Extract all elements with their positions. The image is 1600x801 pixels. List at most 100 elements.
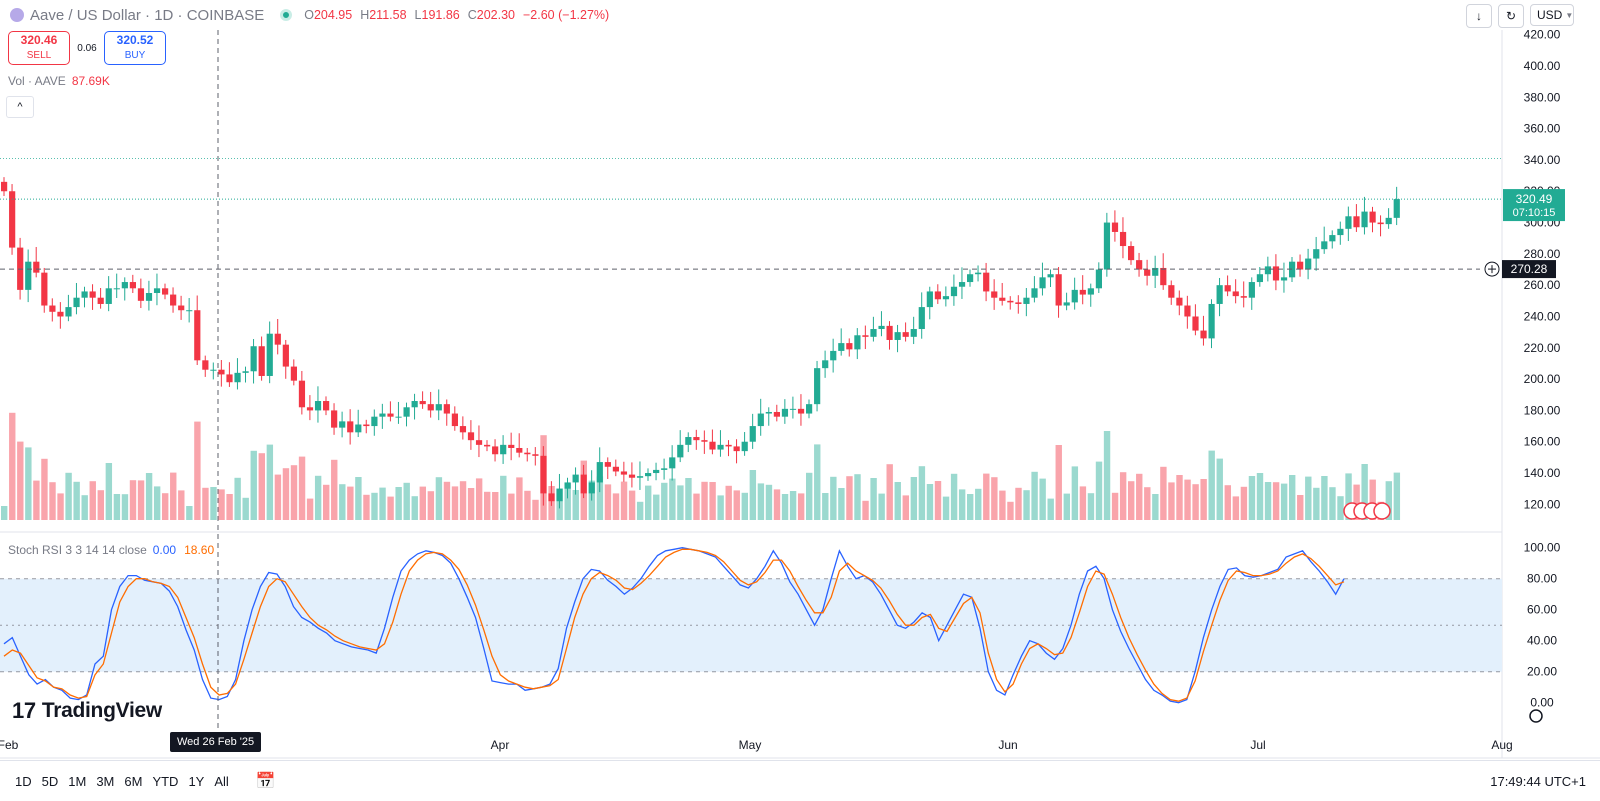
candle [137, 288, 145, 301]
range-3m[interactable]: 3M [96, 773, 115, 789]
range-6m[interactable]: 6M [124, 773, 143, 789]
volume-bar [870, 478, 877, 520]
candle [725, 444, 732, 447]
volume-bar [1272, 482, 1280, 520]
volume-bar [427, 491, 435, 520]
price-tick-label: 200.00 [1524, 372, 1561, 386]
volume-bar [983, 473, 990, 520]
candle [1007, 300, 1014, 303]
stoch-rsi-legend[interactable]: Stoch RSI 3 3 14 14 close 0.00 18.60 [8, 543, 214, 557]
candle [797, 408, 805, 414]
price-tick-label: 240.00 [1524, 309, 1561, 323]
chevron-down-icon: ▼ [1565, 10, 1574, 20]
volume-bar [1071, 466, 1079, 520]
candle [1361, 211, 1368, 228]
candle [1393, 199, 1400, 218]
volume-bar [339, 484, 346, 520]
bottom-toolbar: 1D 5D 1M 3M 6M YTD 1Y All 📅 17:49:44 UTC… [0, 760, 1600, 801]
range-5d[interactable]: 5D [41, 773, 59, 789]
candle [693, 437, 700, 441]
gear-icon [1529, 709, 1543, 723]
volume-bar [564, 483, 571, 520]
range-1d[interactable]: 1D [15, 773, 32, 789]
range-1m[interactable]: 1M [68, 773, 87, 789]
volume-bar [781, 494, 789, 520]
range-1y[interactable]: 1Y [188, 773, 205, 789]
candle [636, 476, 644, 478]
volume-bar [572, 490, 579, 520]
candle [73, 297, 80, 308]
candle [1369, 211, 1376, 223]
candle [298, 380, 306, 408]
candle [524, 452, 531, 455]
volume-bar [89, 481, 96, 520]
volume-bar [475, 478, 483, 520]
volume-bar [290, 465, 298, 520]
volume-bar [910, 477, 918, 520]
candle [628, 474, 636, 478]
volume-bar [41, 458, 48, 520]
economic-event-icon [1373, 502, 1391, 520]
candle [153, 288, 161, 294]
candle [1345, 216, 1352, 229]
volume-bar [1208, 450, 1215, 520]
candle [757, 413, 764, 427]
volume-bar [1103, 431, 1111, 520]
x-tick-label: Aug [1491, 738, 1513, 752]
range-ytd[interactable]: YTD [152, 773, 179, 789]
candle [870, 329, 877, 337]
chart-header: Aave / US Dollar · 1D · COINBASE O204.95… [0, 0, 617, 30]
candle [1337, 228, 1344, 236]
candle [958, 282, 966, 287]
volume-bar [1240, 486, 1248, 520]
volume-bar [298, 456, 306, 520]
sell-button[interactable]: 320.46 SELL [8, 31, 70, 65]
volume-bar [967, 494, 974, 520]
volume-bar [991, 477, 998, 520]
price-tick-label: 120.00 [1524, 497, 1561, 511]
candle [339, 421, 346, 428]
tradingview-logo[interactable]: 17 TradingView [12, 698, 162, 724]
volume-bar [1, 506, 8, 520]
candle [926, 291, 933, 308]
price-tick-label: 380.00 [1524, 90, 1561, 104]
aave-coin-icon [10, 8, 24, 22]
candle [475, 440, 483, 445]
buy-label: BUY [124, 50, 146, 61]
candle [145, 293, 153, 301]
volume-bar [789, 491, 797, 520]
volume-bar [226, 494, 233, 520]
volume-bar [355, 477, 362, 520]
volume-bar [717, 495, 724, 520]
candle [1329, 235, 1336, 242]
volume-bar [162, 493, 169, 520]
volume-bar [194, 421, 201, 520]
volume-bar [797, 493, 805, 520]
arrow-down-icon[interactable]: ↓ [1466, 4, 1492, 28]
volume-bar [516, 477, 523, 520]
buy-button[interactable]: 320.52 BUY [104, 31, 166, 65]
volume-bar [604, 484, 612, 520]
candle [387, 413, 394, 417]
symbol-title[interactable]: Aave / US Dollar · 1D · COINBASE [30, 6, 265, 24]
collapse-legend-button[interactable]: ^ [6, 96, 34, 118]
candle [331, 410, 338, 428]
candle [419, 401, 426, 405]
stoch-tick-label: 20.00 [1527, 665, 1557, 679]
currency-select[interactable]: USD ▼ [1530, 4, 1574, 26]
volume-bar [1184, 479, 1191, 520]
range-all[interactable]: All [214, 773, 229, 789]
swap-icon[interactable]: ↻ [1498, 4, 1524, 28]
go-to-date-icon[interactable]: 📅 [255, 773, 276, 790]
x-tick-label: Jul [1250, 738, 1266, 752]
volume-bar [33, 480, 40, 520]
candle [1160, 267, 1167, 286]
volume-bar [331, 459, 338, 520]
candle [1152, 267, 1159, 276]
volume-legend[interactable]: Vol · AAVE 87.69K [8, 74, 110, 88]
price-tick-label: 400.00 [1524, 59, 1561, 73]
candle [1063, 302, 1070, 306]
volume-bar [113, 494, 121, 520]
timezone-clock[interactable]: 17:49:44 UTC+1 [1490, 773, 1586, 789]
